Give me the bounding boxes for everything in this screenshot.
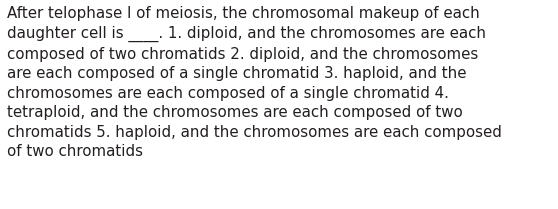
Text: After telophase I of meiosis, the chromosomal makeup of each
daughter cell is __: After telophase I of meiosis, the chromo… bbox=[7, 6, 502, 159]
